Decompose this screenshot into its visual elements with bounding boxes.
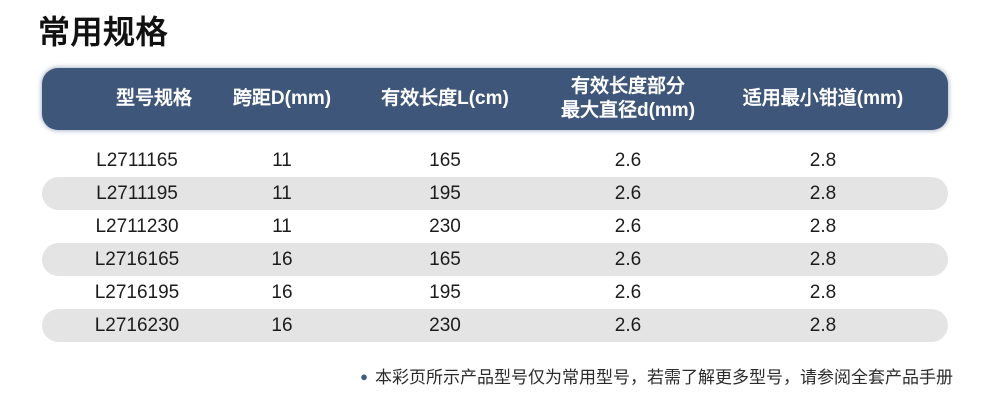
cell-max-diameter: 2.6 bbox=[614, 314, 642, 336]
cell-effective-length: 165 bbox=[429, 149, 461, 171]
table-row: L2716195 16 195 2.6 2.8 bbox=[42, 276, 948, 309]
cell-min-channel: 2.8 bbox=[809, 281, 837, 303]
cell-max-diameter: 2.6 bbox=[614, 248, 642, 270]
cell-max-diameter: 2.6 bbox=[614, 215, 642, 237]
table-row: L2716165 16 165 2.6 2.8 bbox=[42, 243, 948, 277]
cell-effective-length: 195 bbox=[429, 281, 461, 303]
header-cell-max-diameter: 有效长度部分 最大直径d(mm) bbox=[560, 75, 696, 122]
cell-model: L2711195 bbox=[96, 182, 178, 204]
cell-effective-length: 195 bbox=[429, 182, 461, 204]
header-cell-span-d: 跨距D(mm) bbox=[232, 88, 332, 110]
header-cell-min-channel: 适用最小钳道(mm) bbox=[742, 88, 904, 110]
cell-model: L2716195 bbox=[94, 281, 180, 303]
cell-max-diameter: 2.6 bbox=[614, 182, 642, 204]
cell-effective-length: 230 bbox=[429, 215, 461, 237]
footnote-text: 本彩页所示产品型号仅为常用型号，若需了解更多型号，请参阅全套产品手册 bbox=[375, 368, 953, 388]
cell-min-channel: 2.8 bbox=[809, 248, 837, 270]
cell-min-channel: 2.8 bbox=[809, 215, 837, 237]
cell-model: L2716230 bbox=[94, 314, 180, 336]
table-row: L2711165 11 165 2.6 2.8 bbox=[42, 144, 948, 177]
cell-span-d: 16 bbox=[271, 314, 293, 336]
cell-model: L2711165 bbox=[96, 149, 178, 171]
specs-table: 型号规格 跨距D(mm) 有效长度L(cm) 有效长度部分 最大直径d(mm) … bbox=[42, 68, 948, 343]
bullet-icon: ● bbox=[360, 369, 368, 385]
cell-model: L2716165 bbox=[94, 248, 180, 270]
cell-model: L2711230 bbox=[95, 215, 179, 237]
header-cell-effective-length: 有效长度L(cm) bbox=[381, 88, 509, 110]
table-row: L2711195 11 195 2.6 2.8 bbox=[42, 177, 948, 211]
cell-effective-length: 230 bbox=[429, 314, 461, 336]
cell-span-d: 11 bbox=[272, 215, 292, 237]
cell-max-diameter: 2.6 bbox=[614, 149, 642, 171]
cell-effective-length: 165 bbox=[429, 248, 461, 270]
footnote: ● 本彩页所示产品型号仅为常用型号，若需了解更多型号，请参阅全套产品手册 bbox=[38, 363, 953, 388]
cell-min-channel: 2.8 bbox=[809, 314, 837, 336]
header-cell-model-spec: 型号规格 bbox=[115, 88, 192, 110]
cell-min-channel: 2.8 bbox=[809, 182, 837, 204]
cell-span-d: 16 bbox=[271, 248, 293, 270]
cell-span-d: 11 bbox=[272, 149, 292, 171]
table-row: L2716230 16 230 2.6 2.8 bbox=[42, 309, 948, 343]
table-header-row: 型号规格 跨距D(mm) 有效长度L(cm) 有效长度部分 最大直径d(mm) … bbox=[42, 68, 948, 131]
cell-span-d: 11 bbox=[272, 182, 292, 204]
cell-min-channel: 2.8 bbox=[809, 149, 837, 171]
page-title: 常用规格 bbox=[38, 14, 169, 50]
cell-max-diameter: 2.6 bbox=[614, 281, 642, 303]
table-row: L2711230 11 230 2.6 2.8 bbox=[42, 210, 948, 243]
cell-span-d: 16 bbox=[271, 281, 293, 303]
table-body: L2711165 11 165 2.6 2.8 L2711195 11 195 … bbox=[42, 144, 948, 343]
